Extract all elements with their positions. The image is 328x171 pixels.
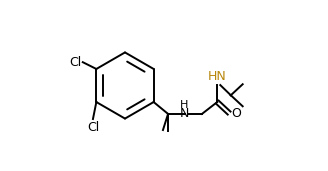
Text: HN: HN [208,70,227,83]
Text: Cl: Cl [87,121,99,134]
Text: H: H [180,100,188,110]
Text: N: N [179,107,189,120]
Text: O: O [231,107,241,120]
Text: Cl: Cl [70,56,82,69]
